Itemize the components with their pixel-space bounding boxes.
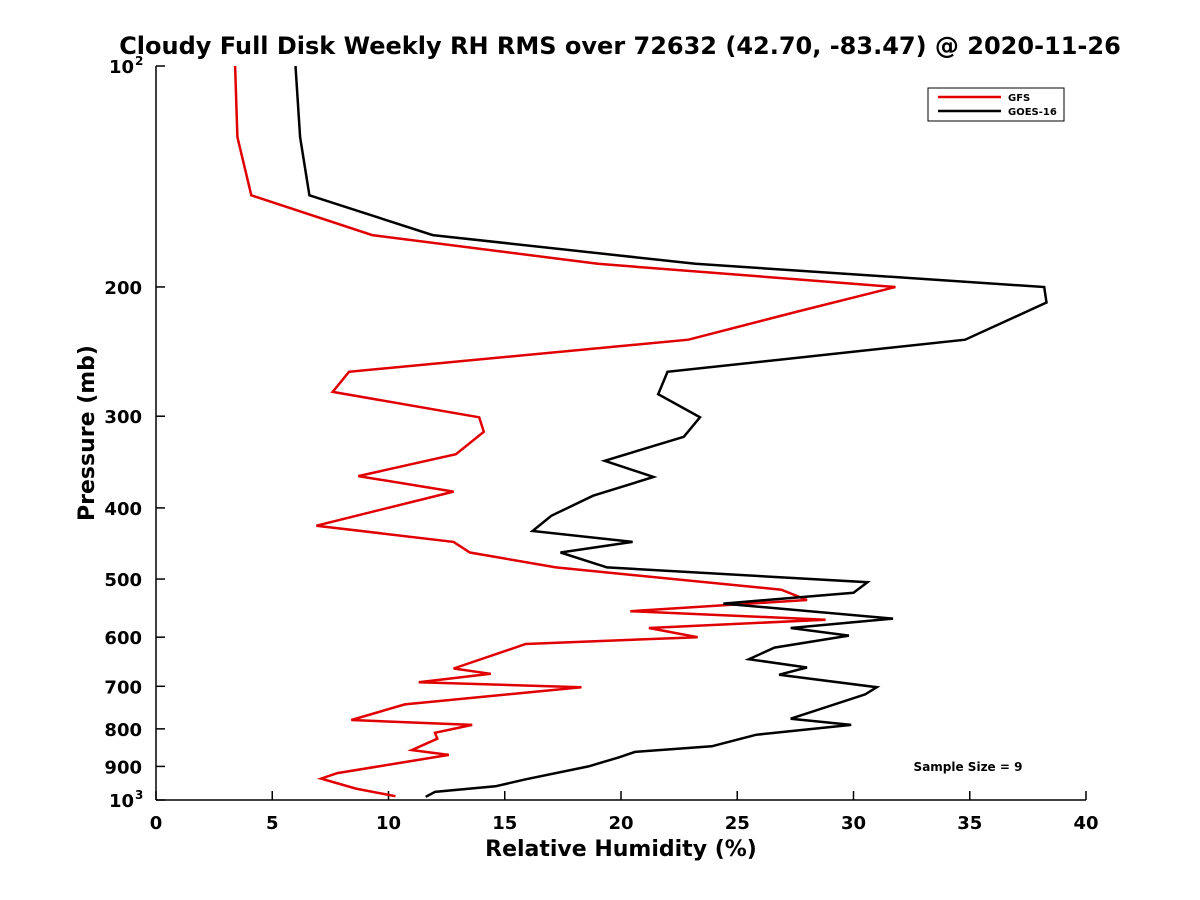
y-tick-label: 400 (104, 499, 142, 520)
y-tick-exponent: 2 (135, 54, 143, 68)
sample-size-annotation: Sample Size = 9 (914, 760, 1023, 774)
x-tick-label: 10 (376, 813, 401, 834)
legend: GFS GOES-16 (927, 87, 1065, 122)
x-tick-label: 30 (841, 813, 866, 834)
x-axis-ticks: 0 5 10 15 20 25 30 35 40 (150, 791, 1099, 834)
y-tick-label: 800 (104, 720, 142, 741)
series-line-gfs (233, 65, 896, 798)
y-axis-label: Pressure (mb) (75, 345, 100, 521)
x-tick-label: 5 (266, 813, 279, 834)
legend-box (927, 87, 1065, 122)
y-tick-label: 700 (104, 677, 142, 698)
y-tick-label: 200 (104, 278, 142, 299)
series-line-goes16 (294, 65, 1048, 798)
y-tick-label: 10 (109, 791, 134, 812)
legend-goes16-label: GOES-16 (1008, 107, 1057, 118)
x-tick-label: 35 (957, 813, 982, 834)
x-tick-label: 40 (1073, 813, 1098, 834)
y-tick-label: 900 (104, 757, 142, 778)
legend-gfs-label: GFS (1008, 93, 1030, 104)
series-layer (233, 65, 1048, 798)
y-tick-label: 600 (104, 628, 142, 649)
x-axis-label: Relative Humidity (%) (485, 837, 757, 862)
y-tick-label: 10 (109, 57, 134, 78)
y-tick-label: 300 (104, 407, 142, 428)
x-tick-label: 20 (608, 813, 633, 834)
y-tick-label: 500 (104, 570, 142, 591)
chart-title: Cloudy Full Disk Weekly RH RMS over 7263… (119, 32, 1121, 60)
y-tick-exponent: 3 (135, 788, 143, 802)
x-tick-label: 25 (725, 813, 750, 834)
x-tick-label: 0 (150, 813, 163, 834)
x-tick-label: 15 (492, 813, 517, 834)
